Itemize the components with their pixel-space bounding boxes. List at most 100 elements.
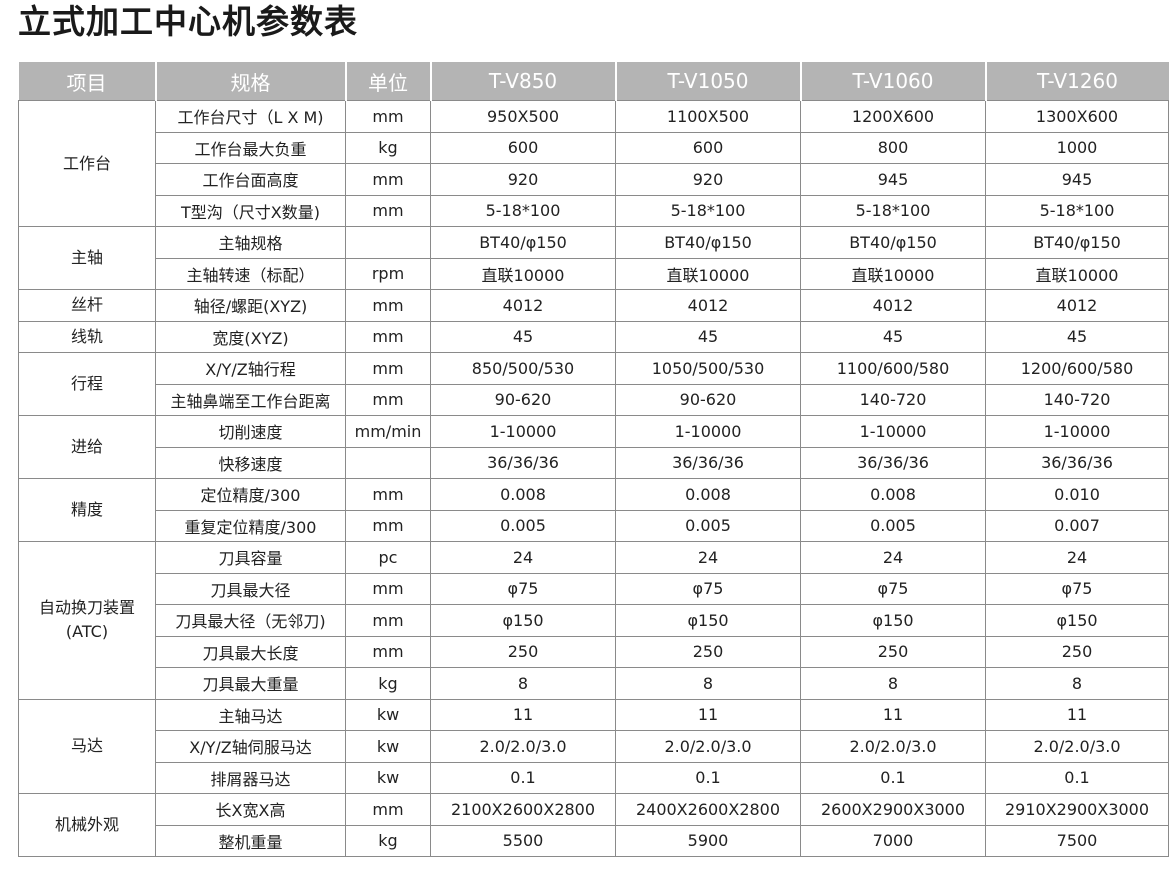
value-cell: φ150 (615, 604, 801, 637)
column-header: T-V1060 (799, 62, 986, 101)
value-cell: 140-720 (800, 383, 986, 416)
spec-cell: 刀具最大径 (155, 572, 346, 605)
value-cell: 2400X2600X2800 (615, 793, 801, 826)
value-cell: 8 (430, 667, 616, 700)
value-cell: 1100/600/580 (800, 352, 986, 385)
table-row: 马达 主轴马达 kw 11 11 11 11 (18, 698, 1169, 794)
spec-cell: 工作台最大负重 (155, 131, 346, 164)
value-cell: 24 (800, 541, 986, 574)
value-cell: 11 (615, 698, 801, 731)
column-header: T-V850 (429, 62, 616, 101)
value-cell: 5-18*100 (430, 194, 616, 227)
value-cell: 2910X2900X3000 (985, 793, 1169, 826)
table-row: 刀具最大径（无邻刀) mm φ150 φ150 φ150 φ150 (19, 604, 1169, 637)
group-cell: 线轨 (18, 320, 156, 353)
value-cell: 250 (615, 635, 801, 668)
value-cell: 1-10000 (800, 415, 986, 448)
spec-cell: 切削速度 (155, 415, 346, 448)
group-cell: 主轴 (18, 226, 156, 290)
value-cell: 4012 (615, 289, 801, 322)
value-cell: 0.1 (985, 761, 1169, 794)
value-cell: 36/36/36 (430, 446, 616, 479)
value-cell: φ75 (430, 572, 616, 605)
column-header: 规格 (154, 62, 346, 101)
value-cell: 0.010 (985, 478, 1169, 511)
value-cell: 800 (800, 131, 986, 164)
value-cell: 1300X600 (985, 100, 1169, 133)
spec-cell: 工作台尺寸（L X M) (155, 100, 346, 133)
value-cell: 直联10000 (800, 257, 986, 290)
value-cell: 36/36/36 (985, 446, 1169, 479)
value-cell: 0.008 (615, 478, 801, 511)
table-row: 线轨 宽度(XYZ) mm 45 45 45 45 (18, 320, 1169, 353)
group-cell: 工作台 (18, 100, 156, 227)
value-cell: 2100X2600X2800 (430, 793, 616, 826)
table-row: 行程 X/Y/Z轴行程 mm 850/500/530 1050/500/530 1100/… (18, 352, 1169, 416)
spec-cell: 主轴马达 (155, 698, 346, 731)
unit-cell: kg (345, 824, 431, 857)
value-cell: 0.007 (985, 509, 1169, 542)
value-cell: 945 (800, 163, 986, 196)
value-cell: 8 (800, 667, 986, 700)
value-cell: BT40/φ150 (800, 226, 986, 259)
value-cell: 11 (985, 698, 1169, 731)
value-cell: 1000 (985, 131, 1169, 164)
value-cell: 直联10000 (985, 257, 1169, 290)
unit-cell: kw (345, 761, 431, 794)
spec-table: 项目 规格 单位 T-V850 T-V1050 T-V1060 T-V1260 工作台 工作台… (18, 62, 1169, 857)
value-cell: 0.1 (615, 761, 801, 794)
group-cell: 自动换刀装置 (ATC) (18, 541, 156, 700)
unit-cell: mm (345, 793, 431, 826)
value-cell: 5900 (615, 824, 801, 857)
spec-cell: 宽度(XYZ) (155, 320, 346, 353)
value-cell: 24 (615, 541, 801, 574)
value-cell: 250 (985, 635, 1169, 668)
spec-cell: X/Y/Z轴行程 (155, 352, 346, 385)
spec-cell: 刀具最大长度 (155, 635, 346, 668)
spec-cell: 主轴转速（标配） (155, 257, 346, 290)
value-cell: 36/36/36 (800, 446, 986, 479)
unit-cell: mm (345, 383, 431, 416)
spec-cell: 刀具最大重量 (155, 667, 346, 700)
unit-cell: kw (345, 730, 431, 763)
group-cell: 进给 (18, 415, 156, 479)
value-cell: 11 (430, 698, 616, 731)
unit-cell: mm (345, 572, 431, 605)
unit-cell: mm (345, 604, 431, 637)
unit-cell: mm (345, 478, 431, 511)
value-cell: 24 (430, 541, 616, 574)
spec-cell: 排屑器马达 (155, 761, 346, 794)
value-cell: 0.1 (800, 761, 986, 794)
page-title: 立式加工中心机参数表 (18, 2, 358, 41)
value-cell: 2.0/2.0/3.0 (800, 730, 986, 763)
column-header: 单位 (344, 62, 431, 101)
value-cell: 45 (985, 320, 1169, 353)
value-cell: 140-720 (985, 383, 1169, 416)
unit-cell: mm (345, 289, 431, 322)
spec-cell: X/Y/Z轴伺服马达 (155, 730, 346, 763)
value-cell: 5-18*100 (985, 194, 1169, 227)
value-cell: φ150 (800, 604, 986, 637)
unit-cell: pc (345, 541, 431, 574)
value-cell: BT40/φ150 (430, 226, 616, 259)
table-row: 整机重量 kg 5500 5900 7000 7500 (19, 824, 1169, 857)
header-row: 项目 规格 单位 T-V850 T-V1050 T-V1060 T-V1260 (18, 62, 1169, 101)
table-row: 主轴 主轴规格 BT40/φ150 BT40/φ150 BT40/φ150 BT40/φ1… (18, 226, 1169, 290)
value-cell: 5500 (430, 824, 616, 857)
value-cell: 36/36/36 (615, 446, 801, 479)
value-cell: 0.005 (800, 509, 986, 542)
value-cell: 2.0/2.0/3.0 (615, 730, 801, 763)
column-header: T-V1260 (984, 62, 1169, 101)
value-cell: 5-18*100 (800, 194, 986, 227)
unit-cell: mm (345, 163, 431, 196)
value-cell: 1100X500 (615, 100, 801, 133)
value-cell: 1200X600 (800, 100, 986, 133)
table-row: 排屑器马达 kw 0.1 0.1 0.1 0.1 (19, 761, 1169, 794)
value-cell: 0.008 (430, 478, 616, 511)
value-cell: 1200/600/580 (985, 352, 1169, 385)
spec-cell: 重复定位精度/300 (155, 509, 346, 542)
value-cell: 4012 (800, 289, 986, 322)
table-row: 刀具最大长度 mm 250 250 250 250 (19, 635, 1169, 668)
value-cell: 0.1 (430, 761, 616, 794)
unit-cell: mm/min (345, 415, 431, 448)
